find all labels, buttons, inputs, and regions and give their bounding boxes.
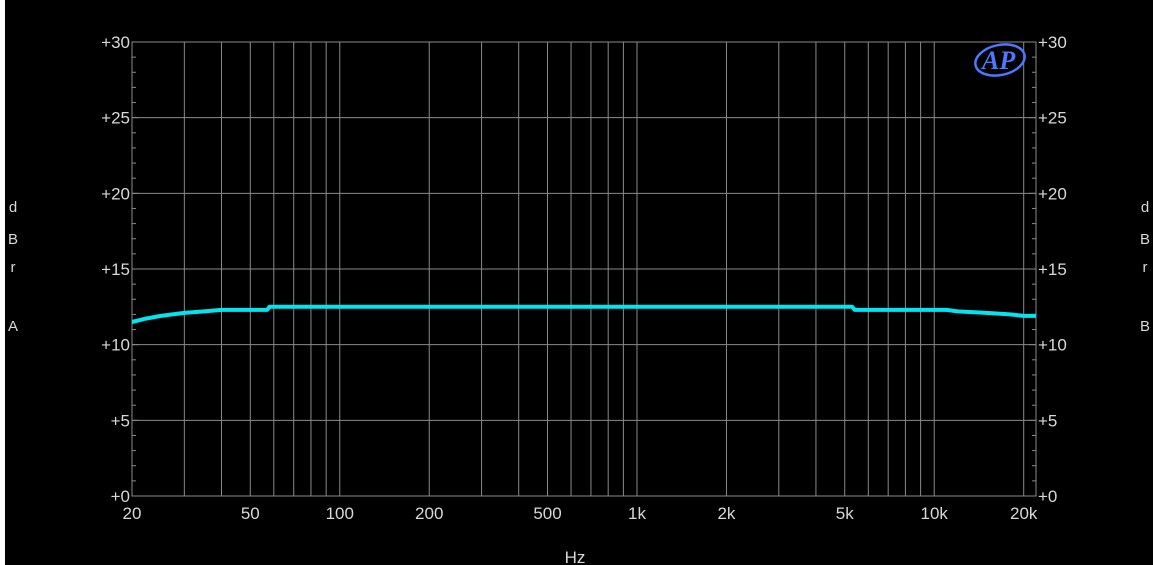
y-tick-label-right: +25 — [1038, 109, 1067, 128]
y-tick-label-right: +10 — [1038, 336, 1067, 355]
y-tick-label-left: +30 — [101, 33, 130, 52]
series-line — [131, 304, 1036, 324]
y-tick-label-right: +30 — [1038, 33, 1067, 52]
x-tick-label: 50 — [241, 504, 260, 523]
y-axis-label-right-letter: r — [1143, 259, 1148, 276]
frequency-response-chart: +0+5+10+15+20+25+30 +0+5+10+15+20+25+30 … — [8, 33, 1150, 565]
x-axis-label: Hz — [565, 548, 586, 565]
y-axis-label-right-letter: d — [1141, 199, 1149, 216]
y-tick-label-left: +25 — [101, 109, 130, 128]
y-axis-label-left-letter: r — [11, 259, 16, 276]
y-tick-label-left: +5 — [111, 411, 130, 430]
x-axis: 20 50 100 200 500 1k 2k 5k 10k 20k — [123, 504, 1038, 523]
y-axis-label-left-letter: B — [8, 231, 18, 248]
y-axis-label-left-letter: d — [9, 199, 17, 216]
x-tick-label: 20 — [123, 504, 142, 523]
x-tick-label: 200 — [415, 504, 443, 523]
y-tick-label-left: +20 — [101, 184, 130, 203]
y-tick-label-left: +15 — [101, 260, 130, 279]
y-axis-label-left-channel: A — [8, 318, 18, 335]
y-tick-label-left: +10 — [101, 336, 130, 355]
y-axis-label-right-channel: B — [1140, 318, 1150, 335]
x-tick-label: 5k — [836, 504, 854, 523]
series-group — [131, 304, 1036, 324]
x-tick-label: 10k — [921, 504, 949, 523]
y-axis-left: +0 +5 +10 +15 +20 +25 +30 — [101, 33, 139, 506]
y-tick-label-right: +20 — [1038, 184, 1067, 203]
y-tick-label-left: +0 — [111, 487, 130, 506]
ap-logo-text: AP — [980, 46, 1016, 75]
x-tick-label: 2k — [717, 504, 735, 523]
y-tick-label-right: +5 — [1038, 411, 1057, 430]
grid — [131, 41, 1037, 497]
x-tick-label: 20k — [1010, 504, 1038, 523]
ap-logo: AP — [974, 43, 1026, 77]
y-tick-label-right: +15 — [1038, 260, 1067, 279]
x-tick-label: 100 — [326, 504, 354, 523]
y-axis-right: +0 +5 +10 +15 +20 +25 +30 — [1029, 33, 1067, 506]
y-tick-label-right: +0 — [1038, 487, 1057, 506]
chart-frame: +0 +5 +10 +15 +20 +25 +30 +0 +5 +10 +15 +20 +25 +30 … — [5, 0, 1153, 565]
x-tick-label: 1k — [628, 504, 646, 523]
x-tick-label: 500 — [533, 504, 561, 523]
y-axis-label-right-letter: B — [1140, 231, 1150, 248]
